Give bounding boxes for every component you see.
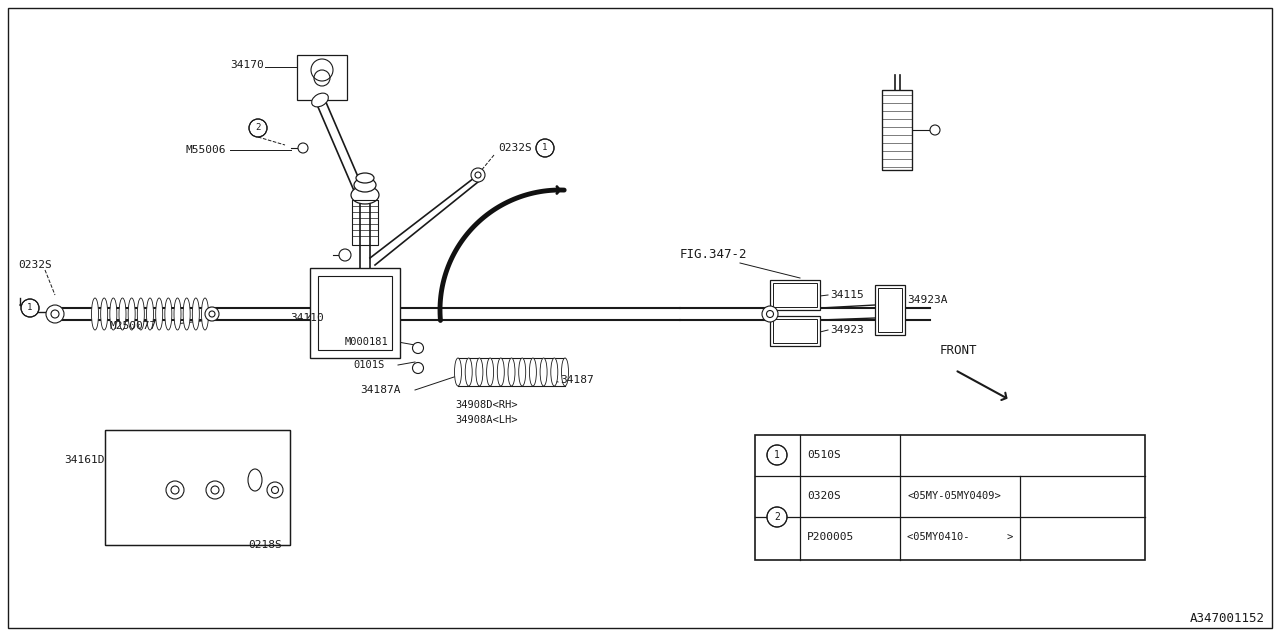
Text: 0218S: 0218S (248, 540, 282, 550)
Text: 0232S: 0232S (498, 143, 531, 153)
Ellipse shape (206, 481, 224, 499)
Ellipse shape (475, 172, 481, 178)
Ellipse shape (209, 311, 215, 317)
Text: 1: 1 (774, 450, 780, 460)
Ellipse shape (165, 298, 172, 330)
Ellipse shape (174, 298, 180, 330)
Ellipse shape (412, 342, 424, 353)
Text: P200005: P200005 (806, 532, 854, 542)
Ellipse shape (355, 178, 376, 192)
Ellipse shape (51, 310, 59, 318)
Text: 34170: 34170 (230, 60, 264, 70)
Text: 34923: 34923 (829, 325, 864, 335)
Text: M000181: M000181 (346, 337, 389, 347)
Text: 34187: 34187 (561, 375, 594, 385)
Circle shape (20, 299, 38, 317)
Text: 0320S: 0320S (806, 491, 841, 501)
Ellipse shape (412, 362, 424, 374)
Ellipse shape (454, 358, 462, 386)
Bar (317, 276, 392, 350)
Bar (310, 268, 399, 358)
Bar (352, 200, 378, 245)
Text: A347001152: A347001152 (1190, 612, 1265, 625)
Bar (878, 288, 902, 332)
Ellipse shape (486, 358, 494, 386)
Ellipse shape (137, 298, 145, 330)
Bar (773, 283, 817, 307)
Ellipse shape (518, 358, 526, 386)
Text: 0510S: 0510S (806, 450, 841, 460)
Text: 1: 1 (543, 143, 548, 152)
Ellipse shape (201, 298, 209, 330)
Ellipse shape (311, 93, 329, 107)
Bar (297, 55, 347, 100)
Circle shape (250, 119, 268, 137)
Ellipse shape (46, 305, 64, 323)
Ellipse shape (550, 358, 558, 386)
Ellipse shape (146, 298, 154, 330)
Bar (105, 430, 291, 545)
Bar (882, 90, 911, 170)
Text: 2: 2 (774, 512, 780, 522)
Ellipse shape (562, 358, 568, 386)
Bar (755, 435, 1146, 560)
Ellipse shape (101, 298, 108, 330)
Ellipse shape (471, 168, 485, 182)
Text: FIG.347-2: FIG.347-2 (680, 248, 748, 262)
Bar (771, 316, 820, 346)
Text: M250077: M250077 (110, 321, 157, 331)
Circle shape (767, 445, 787, 465)
Ellipse shape (498, 358, 504, 386)
Ellipse shape (183, 298, 191, 330)
Circle shape (767, 507, 787, 527)
Bar (773, 319, 817, 343)
Text: FRONT: FRONT (940, 344, 978, 356)
Ellipse shape (931, 125, 940, 135)
Text: 34115: 34115 (829, 290, 864, 300)
Text: 34908D<RH>: 34908D<RH> (454, 400, 517, 410)
Ellipse shape (540, 358, 547, 386)
Ellipse shape (166, 481, 184, 499)
Text: M55006: M55006 (186, 145, 225, 155)
Ellipse shape (476, 358, 483, 386)
Circle shape (536, 139, 554, 157)
Ellipse shape (110, 298, 116, 330)
Text: 34187A: 34187A (360, 385, 401, 395)
Bar (771, 280, 820, 310)
Ellipse shape (128, 298, 136, 330)
Ellipse shape (339, 249, 351, 261)
Ellipse shape (351, 186, 379, 204)
Ellipse shape (530, 358, 536, 386)
Bar (882, 90, 911, 170)
Ellipse shape (192, 298, 200, 330)
Ellipse shape (211, 486, 219, 494)
Text: 0232S: 0232S (18, 260, 51, 270)
Text: 2: 2 (255, 124, 261, 132)
Text: 34161D: 34161D (64, 455, 105, 465)
Ellipse shape (762, 306, 778, 322)
Ellipse shape (248, 469, 262, 491)
Ellipse shape (119, 298, 125, 330)
Ellipse shape (465, 358, 472, 386)
Ellipse shape (156, 298, 163, 330)
Ellipse shape (356, 173, 374, 183)
Text: 0101S: 0101S (353, 360, 384, 370)
Ellipse shape (298, 143, 308, 153)
Text: <05MY0410-      >: <05MY0410- > (908, 532, 1014, 542)
Ellipse shape (91, 298, 99, 330)
Ellipse shape (205, 307, 219, 321)
Text: 34923A: 34923A (908, 295, 947, 305)
Bar (876, 285, 905, 335)
Text: 1: 1 (27, 303, 33, 312)
Ellipse shape (172, 486, 179, 494)
Bar (105, 430, 291, 545)
Ellipse shape (508, 358, 515, 386)
Ellipse shape (767, 310, 773, 317)
Text: 34110: 34110 (291, 313, 324, 323)
Ellipse shape (268, 482, 283, 498)
Ellipse shape (271, 486, 279, 493)
Text: <05MY-05MY0409>: <05MY-05MY0409> (908, 491, 1001, 501)
Text: 34908A<LH>: 34908A<LH> (454, 415, 517, 425)
